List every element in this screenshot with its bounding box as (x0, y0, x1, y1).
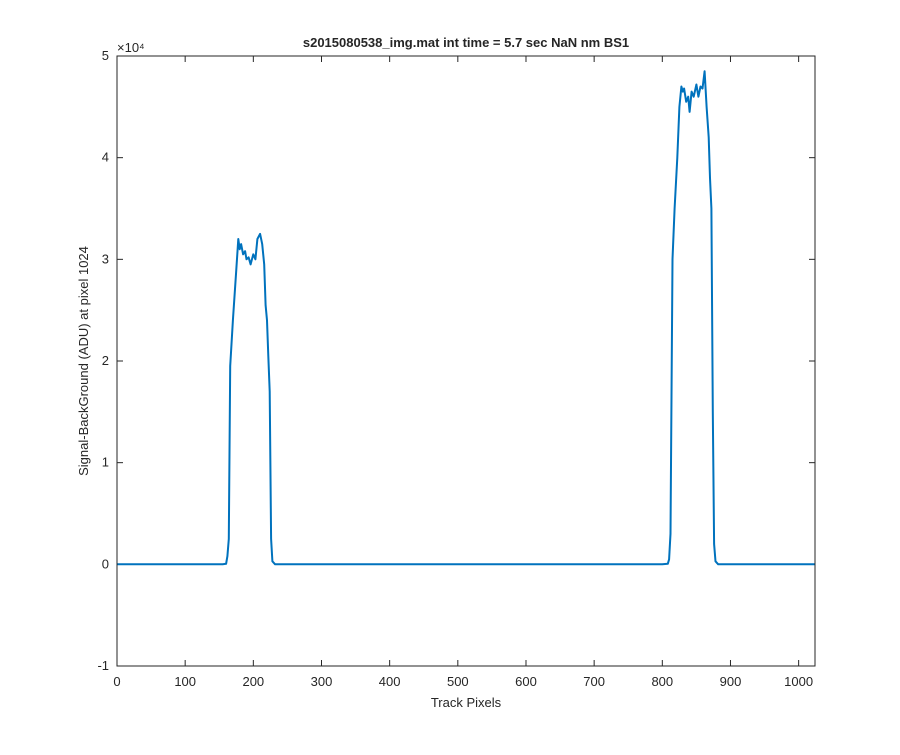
y-tick-label: 4 (102, 150, 109, 165)
x-tick-label: 400 (379, 674, 401, 689)
x-axis-title: Track Pixels (431, 695, 502, 710)
x-tick-label: 300 (311, 674, 333, 689)
data-line-series (117, 70, 815, 566)
x-tick-label: 800 (651, 674, 673, 689)
y-scale-multiplier: ×10⁴ (117, 40, 145, 55)
data-layer (117, 70, 815, 566)
x-tick-label: 0 (113, 674, 120, 689)
y-tick-label: 3 (102, 251, 109, 266)
y-axis-title: Signal-BackGround (ADU) at pixel 1024 (76, 246, 91, 476)
x-tick-label: 600 (515, 674, 537, 689)
x-tick-label: 900 (720, 674, 742, 689)
x-tick-label: 100 (174, 674, 196, 689)
y-tick-label: 2 (102, 353, 109, 368)
ticks-layer: 0 100 200 300 400 500 600 700 800 900 1000 -1 0 1 2 3 4 5 (97, 48, 815, 689)
chart-title: s2015080538_img.mat int time = 5.7 sec N… (303, 35, 629, 50)
y-tick-label: 0 (102, 556, 109, 571)
x-tick-label: 1000 (784, 674, 813, 689)
x-tick-label: 700 (583, 674, 605, 689)
x-tick-label: 200 (242, 674, 264, 689)
y-tick-label: 5 (102, 48, 109, 63)
y-tick-label: -1 (97, 658, 109, 673)
axes-box (116, 55, 816, 667)
plot-area-background (117, 56, 815, 666)
x-tick-label: 500 (447, 674, 469, 689)
y-tick-label: 1 (102, 455, 109, 470)
